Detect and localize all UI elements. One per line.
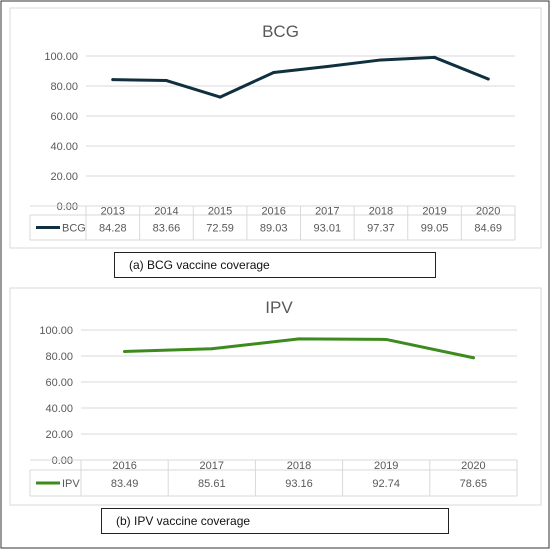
chart-b-category-label: 2020 [461, 460, 485, 472]
chart-b-category-label: 2017 [200, 460, 224, 472]
chart-a-data-point [379, 58, 383, 62]
chart-a-frame [9, 7, 542, 249]
chart-b-data-label: 83.49 [111, 478, 139, 490]
chart-b-data-label: 92.74 [372, 478, 400, 490]
chart-b-category-label: 2018 [287, 460, 311, 472]
chart-a-category-label: 2017 [315, 206, 339, 218]
chart-a-data-point [111, 78, 115, 82]
chart-a-data-point [325, 64, 329, 68]
chart-a-ytick-label: 60.00 [50, 111, 78, 123]
chart-b-legend-label: IPV [62, 478, 80, 490]
chart-b-data-point [297, 337, 301, 341]
chart-a-category-label: 2018 [369, 206, 393, 218]
chart-a-data-point [164, 79, 168, 83]
chart-a-ytick-label: 100.00 [44, 51, 78, 63]
chart-a-data-point [486, 77, 490, 81]
chart-b-data-label: 78.65 [460, 478, 488, 490]
chart-b-category-label: 2016 [112, 460, 136, 472]
chart-b: IPV 0.00 20.00 40.00 60.00 80.00 100.00 2016 201… [29, 298, 518, 497]
caption-b: (b) IPV vaccine coverage [101, 508, 449, 534]
chart-b-ytick-label: 40.00 [45, 403, 73, 415]
chart-a-category-label: 2019 [422, 206, 446, 218]
chart-a-ytick-label: 0.00 [57, 201, 78, 213]
chart-a-data-label: 83.66 [153, 223, 181, 235]
chart-a-ytick-label: 20.00 [50, 171, 78, 183]
chart-b-ytick-label: 20.00 [45, 429, 73, 441]
chart-a-category-label: 2016 [261, 206, 285, 218]
chart-a-category-label: 2020 [476, 206, 500, 218]
chart-b-data-point [384, 337, 388, 341]
chart-a-data-label: 97.37 [367, 223, 395, 235]
chart-b-ytick-label: 80.00 [45, 351, 73, 363]
chart-b-data-point [123, 349, 127, 353]
chart-b-data-label: 85.61 [198, 478, 226, 490]
chart-a-data-label: 99.05 [421, 223, 449, 235]
chart-b-data-label: 93.16 [285, 478, 313, 490]
chart-a: BCG 0.00 20.00 40.00 60.00 80.00 100.00 2013 201… [29, 22, 516, 241]
chart-a-data-label: 72.59 [206, 223, 234, 235]
chart-a-category-label: 2013 [101, 206, 125, 218]
chart-a-data-label: 93.01 [314, 223, 342, 235]
chart-a-data-point [272, 70, 276, 74]
chart-a-data-label: 84.28 [99, 223, 127, 235]
chart-a-legend-label: BCG [62, 223, 86, 235]
caption-a-text: (a) BCG vaccine coverage [129, 258, 270, 272]
caption-a: (a) BCG vaccine coverage [114, 252, 436, 278]
chart-a-category-label: 2015 [208, 206, 232, 218]
chart-a-data-point [218, 95, 222, 99]
chart-a-title: BCG [262, 22, 299, 41]
chart-b-data-point [471, 356, 475, 360]
chart-b-category-label: 2019 [374, 460, 398, 472]
chart-b-ytick-label: 100.00 [39, 325, 73, 337]
chart-b-ytick-label: 60.00 [45, 377, 73, 389]
chart-a-series-line [111, 55, 490, 99]
chart-a-data-label: 84.69 [474, 223, 502, 235]
chart-b-frame [9, 287, 542, 506]
chart-b-data-point [210, 347, 214, 351]
chart-a-category-label: 2014 [154, 206, 178, 218]
chart-b-title: IPV [265, 298, 293, 317]
chart-b-ytick-label: 0.00 [52, 455, 73, 467]
chart-a-data-point [433, 55, 437, 59]
chart-a-ytick-label: 40.00 [50, 141, 78, 153]
chart-a-ytick-label: 80.00 [50, 81, 78, 93]
caption-b-text: (b) IPV vaccine coverage [116, 514, 251, 528]
chart-a-data-label: 89.03 [260, 223, 288, 235]
